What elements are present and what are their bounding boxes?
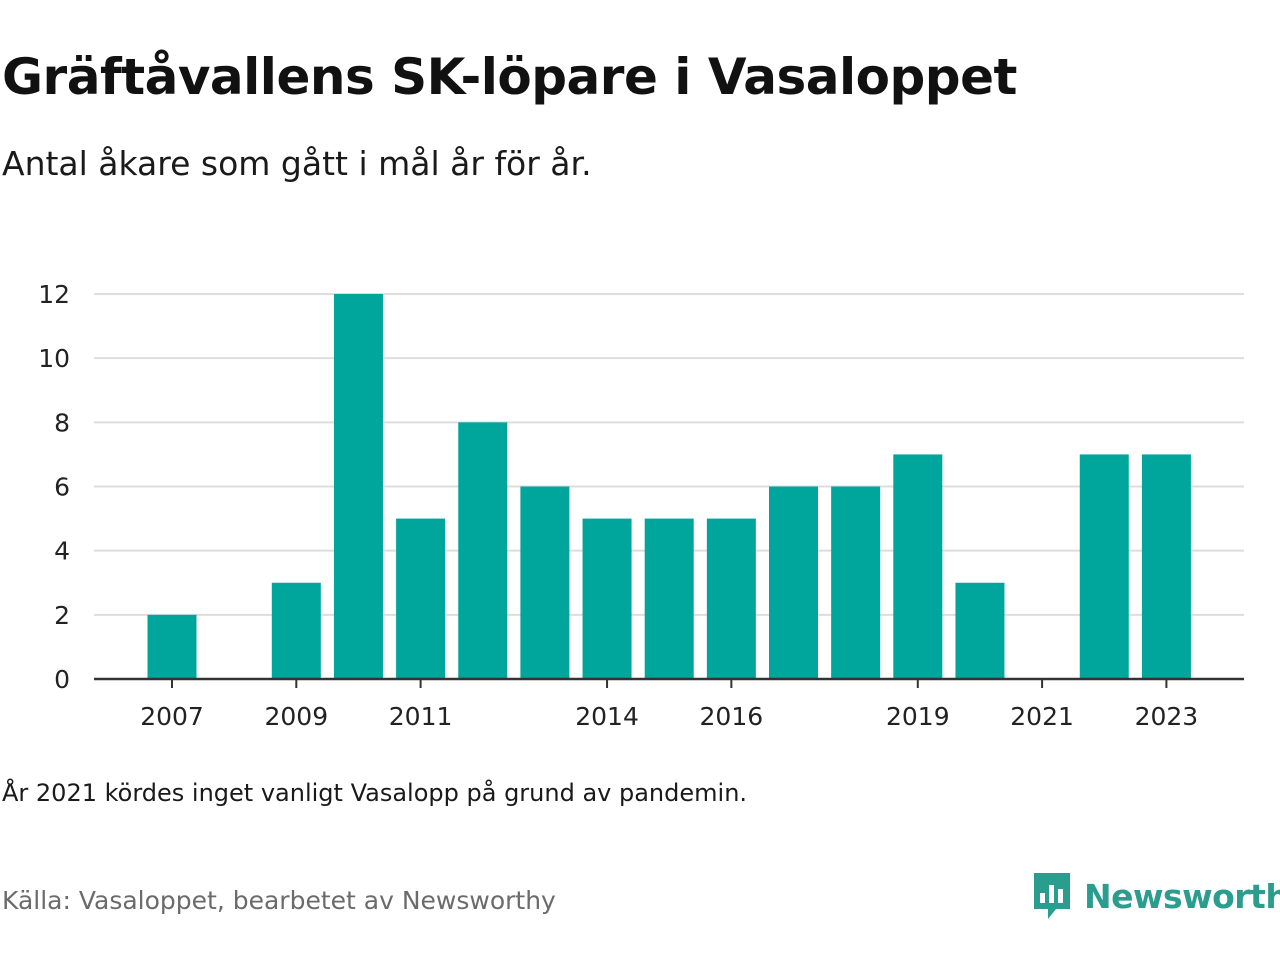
bar-2013 [520,486,570,679]
brand-name: Newsworthy [1084,876,1280,916]
y-tick-label: 8 [54,408,70,437]
bar-2016 [706,518,756,679]
y-axis-ticks: 0 2 4 6 8 10 12 [38,280,70,694]
y-tick-label: 10 [38,344,70,373]
source-credit: Källa: Vasaloppet, bearbetet av Newswort… [2,886,556,915]
x-tick-label: 2019 [886,702,950,731]
bar-2014 [582,518,632,679]
y-tick-label: 12 [38,280,70,309]
brand-logo[interactable]: Newsworthy [1032,870,1280,922]
y-tick-label: 2 [54,601,70,630]
bar-chart-speech-bubble-icon [1034,873,1070,919]
bars [147,294,1191,679]
bar-2012 [458,422,508,679]
x-tick-label: 2011 [389,702,453,731]
bar-2011 [396,518,446,679]
bar-2015 [644,518,694,679]
bar-2010 [333,294,383,679]
chart-subtitle: Antal åkare som gått i mål år för år. [2,144,592,183]
bar-2019 [893,454,943,679]
grid-lines [94,293,1244,616]
x-tick-label: 2021 [1010,702,1074,731]
y-tick-label: 0 [54,665,70,694]
bar-2009 [271,582,321,679]
x-tick-label: 2014 [575,702,639,731]
bar-2023 [1141,454,1191,679]
x-axis-ticks: 2007 2009 2011 2014 2016 2019 2021 2023 [140,679,1198,731]
x-tick-label: 2009 [264,702,328,731]
bar-2018 [831,486,881,679]
x-tick-label: 2016 [700,702,764,731]
y-tick-label: 4 [54,537,70,566]
footnote: År 2021 kördes inget vanligt Vasalopp på… [2,779,748,807]
x-tick-label: 2023 [1135,702,1199,731]
bar-2007 [147,614,197,679]
y-tick-label: 6 [54,473,70,502]
bar-2022 [1079,454,1129,679]
bar-2020 [955,582,1005,679]
x-tick-label: 2007 [140,702,204,731]
chart-title: Gräftåvallens SK-löpare i Vasaloppet [2,48,1017,106]
bar-2017 [769,486,818,679]
